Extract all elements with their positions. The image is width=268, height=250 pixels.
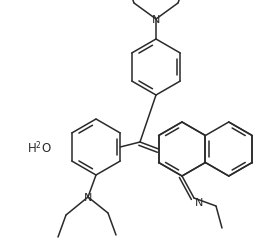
- Text: O: O: [42, 141, 51, 154]
- Text: N: N: [152, 15, 160, 25]
- Text: N: N: [84, 192, 92, 202]
- Text: N: N: [195, 197, 203, 207]
- Text: H: H: [28, 141, 37, 154]
- Text: 2: 2: [35, 140, 40, 149]
